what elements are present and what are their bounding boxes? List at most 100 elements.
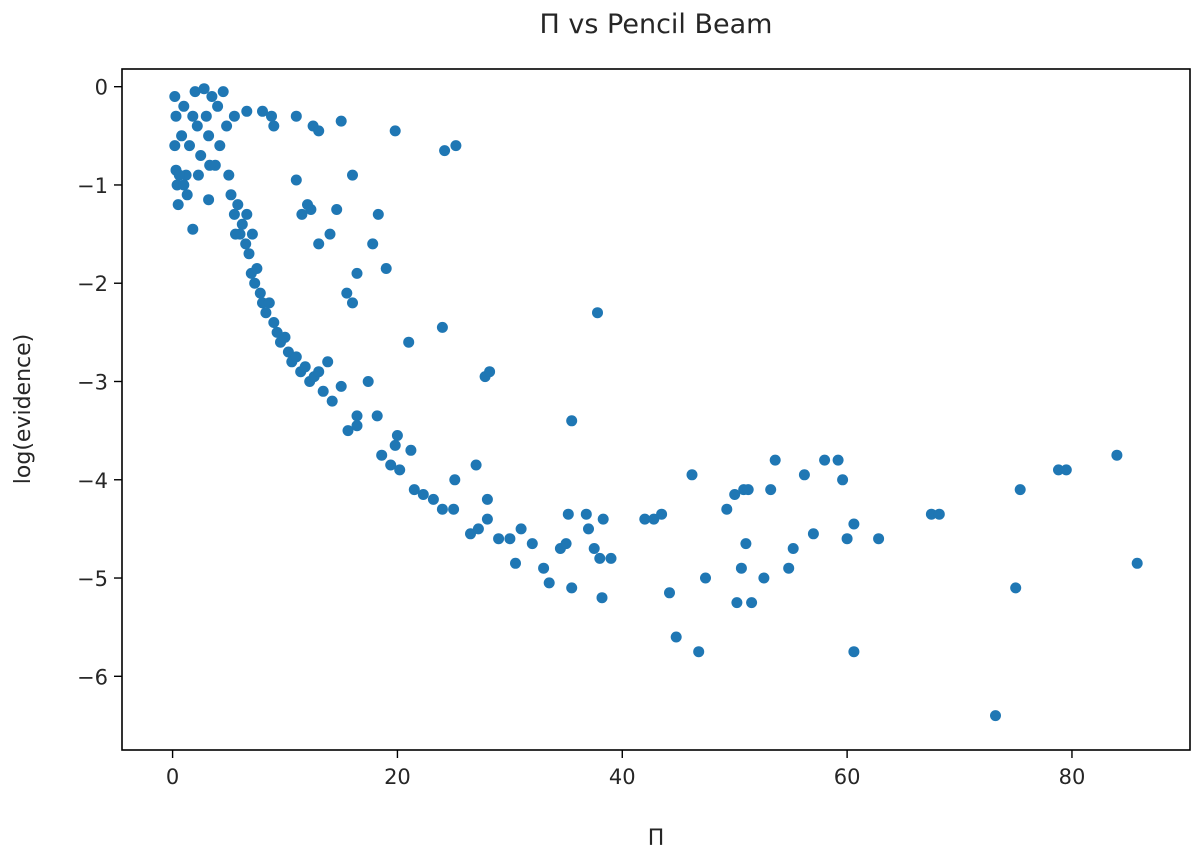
data-point <box>217 86 229 98</box>
data-point <box>324 228 336 240</box>
data-point <box>240 238 252 250</box>
data-point <box>203 130 215 142</box>
data-point <box>594 552 606 564</box>
data-point <box>783 562 795 574</box>
data-point <box>436 321 448 333</box>
data-point <box>721 503 733 515</box>
data-point <box>266 110 277 122</box>
data-point <box>223 169 235 181</box>
data-point <box>832 454 844 466</box>
data-point <box>765 484 777 496</box>
data-point <box>241 208 253 220</box>
data-point <box>841 533 853 545</box>
data-point <box>656 508 668 520</box>
data-point <box>670 631 682 643</box>
data-point <box>236 218 248 230</box>
data-point <box>583 523 594 535</box>
data-point <box>493 533 505 545</box>
data-point <box>481 513 493 525</box>
data-point <box>484 366 496 378</box>
data-point <box>933 508 945 520</box>
data-point <box>588 543 600 554</box>
data-point <box>225 189 237 201</box>
data-point <box>268 317 280 328</box>
data-point <box>221 120 233 132</box>
data-point <box>639 513 651 525</box>
data-point <box>290 174 302 186</box>
data-point <box>740 538 752 550</box>
data-point <box>1053 464 1064 476</box>
data-point <box>417 489 429 500</box>
data-point <box>195 150 207 161</box>
data-point <box>204 159 216 171</box>
data-point <box>172 199 184 211</box>
data-point <box>700 572 711 584</box>
data-point <box>735 562 747 574</box>
data-point <box>184 140 195 152</box>
data-point <box>515 523 527 535</box>
data-point <box>371 410 383 422</box>
data-point <box>347 169 358 181</box>
data-point <box>313 366 325 378</box>
data-point <box>391 430 403 441</box>
data-point <box>187 223 199 235</box>
y-tick-label: −5 <box>77 567 108 591</box>
points-layer <box>169 83 1143 722</box>
data-point <box>243 248 255 260</box>
data-point <box>241 105 253 117</box>
data-point <box>257 105 268 117</box>
data-point <box>605 552 617 564</box>
data-point <box>271 326 283 338</box>
data-point <box>230 228 241 240</box>
data-point <box>299 361 311 373</box>
data-point <box>504 533 516 545</box>
data-point <box>686 469 698 481</box>
data-point <box>367 238 379 250</box>
data-point <box>1014 484 1026 496</box>
data-point <box>290 351 302 363</box>
data-point <box>331 204 343 215</box>
data-point <box>465 528 476 540</box>
data-point <box>449 474 461 486</box>
data-point <box>189 86 201 98</box>
data-point <box>925 508 937 520</box>
data-point <box>481 493 493 505</box>
y-tick-label: −3 <box>77 370 108 394</box>
data-point <box>746 597 758 609</box>
data-point <box>798 469 810 481</box>
data-point <box>198 83 210 95</box>
data-point <box>848 518 860 530</box>
data-point <box>268 120 280 132</box>
data-point <box>200 110 212 122</box>
plot-frame <box>121 68 1191 751</box>
data-point <box>538 562 550 574</box>
data-point <box>566 415 578 427</box>
data-point <box>403 336 415 348</box>
data-point <box>729 489 741 500</box>
data-point <box>335 380 347 392</box>
data-point <box>203 194 215 206</box>
data-point <box>351 420 363 432</box>
data-point <box>580 508 592 520</box>
data-point <box>758 572 770 584</box>
data-point <box>279 331 291 343</box>
data-point <box>322 356 334 368</box>
data-point <box>873 533 885 545</box>
data-point <box>385 459 397 471</box>
data-point <box>214 140 226 152</box>
data-point <box>436 503 448 515</box>
data-point <box>562 508 574 520</box>
data-point <box>351 410 363 422</box>
data-point <box>837 474 849 486</box>
x-tick-label: 0 <box>166 765 179 789</box>
x-axis-label: Π <box>648 826 665 851</box>
data-point <box>192 169 204 181</box>
data-point <box>351 267 363 279</box>
x-tick-label: 80 <box>1059 765 1086 789</box>
data-point <box>254 287 266 299</box>
data-point <box>596 592 608 604</box>
data-point <box>326 395 338 407</box>
data-point <box>1010 582 1022 594</box>
data-point <box>389 125 401 137</box>
data-point <box>1111 449 1123 461</box>
